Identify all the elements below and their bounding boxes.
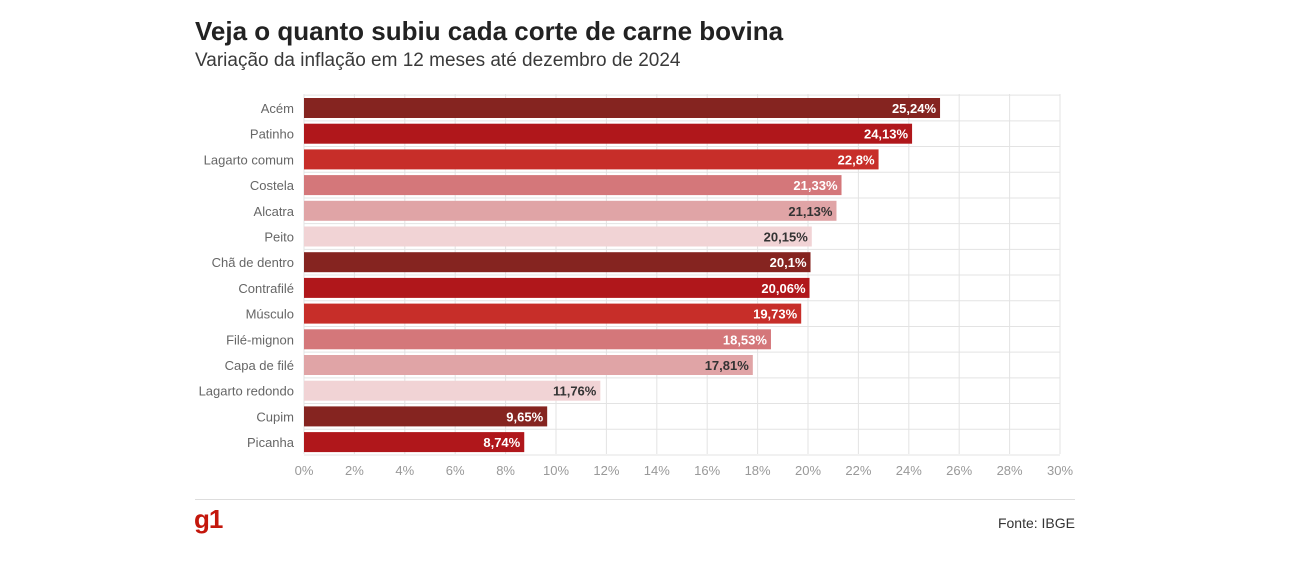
bar-chart: 25,24% 24,13% 22,8%21,33% 21,13% 20,15% 20,1%… [199,94,1074,478]
x-tick-label: 14% [644,463,670,478]
bar [304,175,842,196]
bar-value-label: 20,1% [770,255,807,270]
bar [304,355,753,375]
bars: 25,24% 24,13% 22,8%21,33% 21,13% 20,15% 20,1%… [304,98,941,453]
category-label: Alcatra [254,204,295,219]
category-label: Picanha [247,435,295,450]
x-tick-label: 20% [795,463,821,478]
x-tick-label: 24% [896,463,922,478]
x-tick-label: 0% [295,463,314,478]
bar [304,98,941,118]
bar [304,226,812,247]
bar [304,380,601,401]
category-label: Costela [250,178,295,193]
bar-value-label: 20,15% [764,230,809,245]
footer-divider [195,499,1075,500]
category-label: Lagarto redondo [199,384,294,399]
x-tick-label: 8% [496,463,515,478]
category-label: Peito [264,230,294,245]
category-label: Músculo [246,307,294,322]
bar [304,406,548,427]
bar-value-label: 8,74% [483,435,520,450]
x-tick-label: 12% [593,463,619,478]
x-tick-label: 10% [543,463,569,478]
category-label: Capa de filé [225,358,294,373]
bar-value-label: 25,24% [892,101,937,116]
category-label: Lagarto comum [204,152,294,167]
bar [304,252,811,273]
x-tick-label: 30% [1047,463,1073,478]
category-label: Patinho [250,127,294,142]
bar-value-label: 17,81% [705,358,750,373]
x-tick-label: 22% [845,463,871,478]
g1-logo[interactable]: g1 [194,504,223,534]
x-tick-label: 2% [345,463,364,478]
x-tick-label: 6% [446,463,465,478]
bar [304,329,771,350]
bar [304,149,879,170]
category-label: Filé-mignon [226,332,294,347]
bar [304,303,802,324]
bar-value-label: 11,76% [553,384,597,399]
x-tick-label: 4% [395,463,414,478]
category-label: Contrafilé [238,281,294,296]
chart-title: Veja o quanto subiu cada corte de carne … [195,16,784,46]
x-tick-label: 16% [694,463,720,478]
source-note: Fonte: IBGE [997,515,1075,531]
x-tick-label: 18% [745,463,771,478]
gridlines [303,94,1061,456]
bar [304,432,525,453]
bar-value-label: 21,13% [788,204,833,219]
bar [304,123,913,144]
x-axis-ticks: 0% 2% 4% 6% 8% 10% 12% 14% 16% 18% 20% 22% 24% 26% 28%… [295,463,1074,478]
bar [304,200,837,221]
bar-value-label: 9,65% [506,409,543,424]
bar-value-label: 21,33% [793,178,838,193]
chart-subtitle: Variação da inflação em 12 meses até dez… [195,50,681,71]
bar-value-label: 20,06% [761,281,806,296]
category-labels: Acém Patinho Lagarto comum Costela Alcatra Pe… [199,101,295,450]
bar-value-label: 22,8% [838,152,875,167]
category-label: Acém [261,101,294,116]
bar-value-label: 24,13% [864,127,909,142]
x-tick-label: 26% [946,463,972,478]
x-tick-label: 28% [997,463,1023,478]
bar [304,277,810,298]
category-label: Cupim [256,409,294,424]
bar-value-label: 19,73% [753,307,798,322]
category-label: Chã de dentro [212,255,294,270]
bar-value-label: 18,53% [723,332,768,347]
